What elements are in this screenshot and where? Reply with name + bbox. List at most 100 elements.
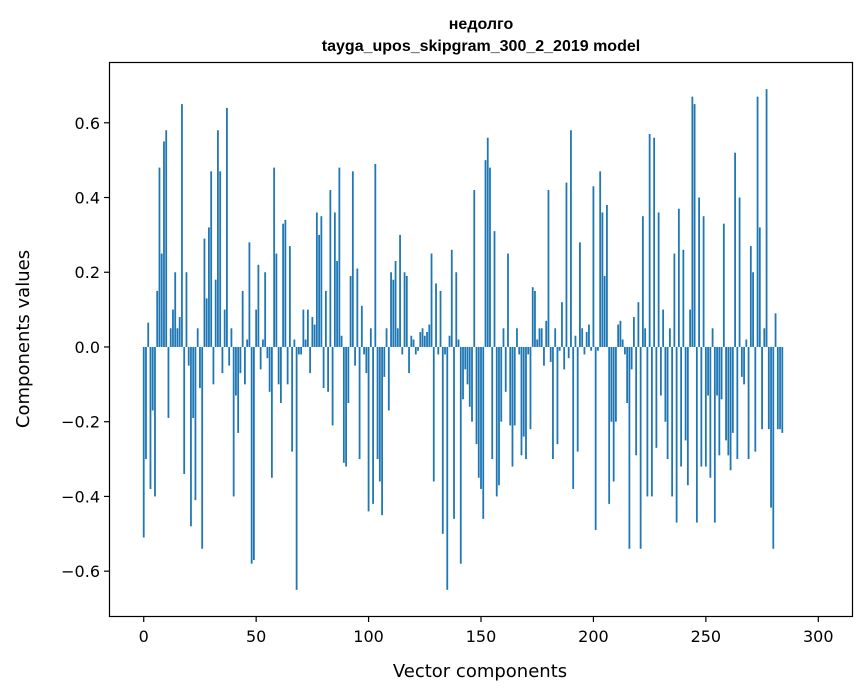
bar <box>668 328 671 347</box>
bar <box>722 223 725 347</box>
bar <box>178 317 181 347</box>
bar <box>151 346 154 411</box>
bar <box>666 346 669 460</box>
bar <box>212 346 215 385</box>
y-tick-label: −0.6 <box>61 562 100 581</box>
bar <box>185 272 188 347</box>
bar <box>302 309 305 347</box>
bar <box>374 163 377 347</box>
bar <box>484 160 487 347</box>
bar <box>181 104 183 347</box>
bar <box>680 346 683 467</box>
bar <box>639 346 642 549</box>
x-tick-label: 0 <box>139 627 149 646</box>
bar <box>594 346 597 531</box>
bar <box>419 332 422 347</box>
bar <box>511 346 514 467</box>
chart-subtitle: tayga_upos_skipgram_300_2_2019 model <box>322 38 640 55</box>
bar <box>619 320 622 347</box>
bar <box>223 309 226 347</box>
bar <box>183 346 186 475</box>
bar <box>698 197 700 347</box>
bar <box>754 346 757 452</box>
bar <box>749 246 752 347</box>
bar <box>347 346 350 404</box>
bar <box>720 346 723 400</box>
bar <box>358 346 361 460</box>
bar <box>572 346 575 489</box>
bar <box>338 167 341 347</box>
bar <box>399 234 401 347</box>
bar <box>250 346 253 564</box>
bar <box>707 346 709 396</box>
bar <box>192 346 195 418</box>
bar <box>716 346 718 396</box>
bar <box>266 346 269 359</box>
bar <box>740 346 743 377</box>
bar <box>387 346 390 411</box>
bar <box>704 346 707 467</box>
x-axis-ticks: 0 50 100 150 200 250 300 <box>139 616 834 646</box>
y-tick-label: 0.6 <box>75 114 100 133</box>
bar <box>500 346 503 422</box>
bar <box>590 346 593 351</box>
bar <box>214 279 217 347</box>
bar <box>241 290 244 347</box>
bar <box>713 346 716 523</box>
bar <box>340 335 343 347</box>
bar <box>169 328 172 347</box>
bar <box>574 335 577 347</box>
bar <box>228 346 231 366</box>
bar <box>543 346 545 366</box>
bar <box>205 298 208 347</box>
bar <box>342 346 345 463</box>
bar <box>426 332 428 347</box>
bar <box>518 346 521 355</box>
bar <box>264 272 267 347</box>
bar <box>567 346 570 359</box>
bar <box>576 346 579 452</box>
bar <box>650 346 653 497</box>
bar <box>194 346 197 501</box>
bar <box>738 197 741 347</box>
bar <box>277 346 280 385</box>
bar <box>624 346 626 355</box>
bar <box>466 346 469 385</box>
bar <box>392 279 395 347</box>
bar <box>273 167 276 347</box>
bar <box>293 339 296 347</box>
bar <box>495 346 498 497</box>
bar <box>772 346 775 549</box>
bar <box>725 346 727 441</box>
bar <box>311 317 314 347</box>
bar <box>187 346 190 366</box>
bar <box>331 346 334 426</box>
bar <box>545 320 548 347</box>
bar <box>686 346 689 486</box>
bar <box>520 346 523 456</box>
bar <box>606 204 608 347</box>
bar <box>549 346 552 362</box>
bar <box>432 346 435 482</box>
bar <box>369 328 372 347</box>
bar <box>235 346 237 396</box>
bar <box>165 130 168 347</box>
bar <box>437 346 440 355</box>
bar <box>408 346 410 374</box>
x-tick-label: 50 <box>246 627 266 646</box>
bar <box>167 346 170 418</box>
bar <box>324 290 327 347</box>
bar <box>174 272 177 347</box>
bar <box>583 346 586 355</box>
bar <box>502 328 505 347</box>
bar <box>244 346 246 385</box>
y-tick-label: −0.4 <box>61 487 100 506</box>
bar <box>351 171 354 347</box>
bar <box>770 346 772 508</box>
bar <box>345 346 347 467</box>
bar <box>428 324 431 347</box>
bar <box>684 346 687 441</box>
bar <box>763 328 766 347</box>
bar <box>774 313 777 347</box>
bar <box>522 346 525 437</box>
